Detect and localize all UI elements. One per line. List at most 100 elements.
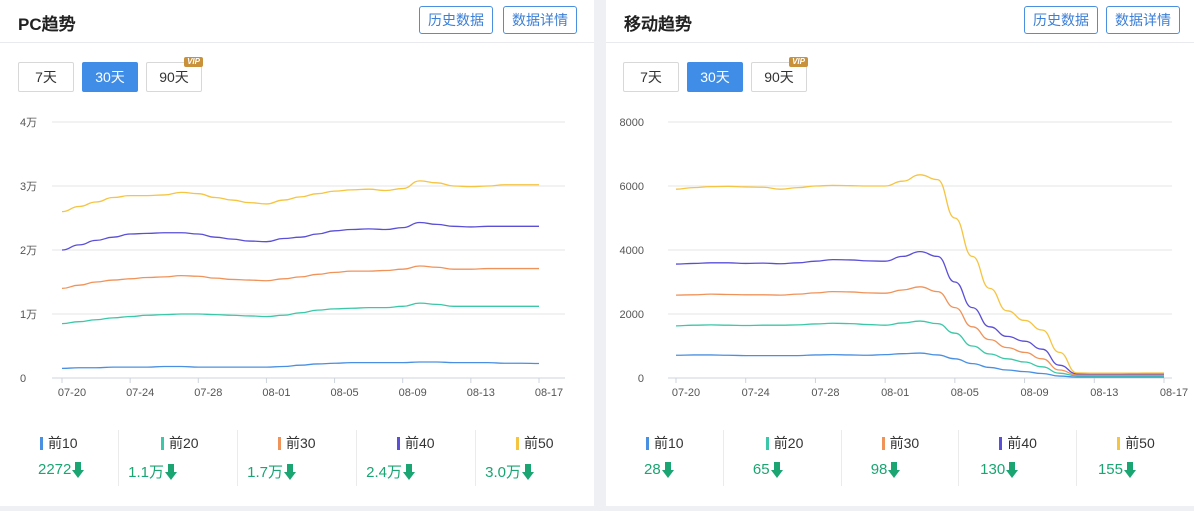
stat-label: 前10	[646, 433, 684, 453]
stat-value-text: 1.1万	[128, 464, 164, 481]
vip-badge: VIP	[789, 57, 808, 67]
stat-column: 前50 155	[1077, 430, 1194, 486]
stat-column: 前10 2272	[0, 430, 119, 486]
series-line-前50	[61, 180, 539, 213]
series-color-marker	[765, 436, 769, 450]
arrow-down-icon	[1123, 461, 1136, 478]
stat-label-text: 前10	[48, 435, 78, 451]
x-tick-label: 08-05	[331, 387, 359, 399]
range-30-days[interactable]: 30天	[687, 62, 743, 92]
x-tick-label: 08-05	[951, 387, 979, 399]
stat-label: 前30	[278, 433, 316, 453]
x-tick-label: 08-01	[881, 387, 909, 399]
stat-value-text: 1.7万	[247, 464, 283, 481]
series-color-marker	[881, 436, 885, 450]
arrow-down-icon	[72, 461, 85, 478]
vip-badge: VIP	[184, 57, 203, 67]
x-tick-label: 07-24	[742, 387, 770, 399]
data-detail-button[interactable]: 数据详情	[1106, 6, 1180, 34]
stat-label-text: 前50	[524, 435, 554, 451]
panel-header: 移动趋势 历史数据 数据详情	[606, 0, 1194, 43]
stat-value-text: 2272	[38, 461, 72, 478]
mobile-stats-row: 前10 28 前20 65 前30 98 前40 130 前50 155	[606, 430, 1194, 486]
x-tick-label: 08-17	[1160, 387, 1188, 399]
x-tick-label: 07-28	[194, 387, 222, 399]
x-tick-label: 07-20	[672, 387, 700, 399]
series-color-marker	[278, 436, 281, 450]
x-tick-label: 07-24	[126, 387, 154, 399]
stat-label: 前40	[397, 433, 435, 453]
series-color-marker	[397, 436, 400, 450]
stat-value-text: 2.4万	[366, 464, 402, 481]
history-data-button[interactable]: 历史数据	[1024, 6, 1098, 34]
stat-value: 65	[753, 461, 783, 478]
x-tick-label: 08-09	[399, 387, 427, 399]
range-30-days[interactable]: 30天	[82, 62, 138, 92]
stat-label-text: 前40	[405, 435, 435, 451]
pc-stats-row: 前10 2272 前20 1.1万 前30 1.7万 前40 2.4万 前50 3.0万	[0, 430, 594, 486]
data-detail-button[interactable]: 数据详情	[503, 6, 577, 34]
series-color-marker	[516, 436, 519, 450]
series-line-前10	[675, 352, 1164, 378]
stat-value: 2.4万	[366, 461, 415, 482]
stat-label-text: 前30	[889, 435, 920, 451]
y-tick-label: 1万	[20, 309, 37, 321]
stat-column: 前50 3.0万	[476, 430, 594, 486]
arrow-down-icon	[1006, 461, 1019, 478]
stat-value-text: 130	[980, 461, 1006, 478]
stat-value: 3.0万	[485, 461, 534, 482]
y-tick-label: 0	[20, 373, 26, 385]
arrow-down-icon	[888, 461, 901, 478]
y-tick-label: 2000	[620, 309, 644, 321]
stat-column: 前30 1.7万	[238, 430, 357, 486]
pc-trend-panel: PC趋势 历史数据 数据详情 7天 30天 90天 VIP 0 1万 2万 3万 4万 07…	[0, 0, 594, 506]
stat-label-text: 前30	[286, 435, 316, 451]
range-90-days[interactable]: 90天 VIP	[146, 57, 203, 92]
series-color-marker	[1117, 436, 1121, 450]
series-line-前30	[675, 286, 1164, 376]
stat-label: 前30	[881, 433, 920, 453]
y-tick-label: 6000	[620, 181, 644, 193]
stat-column: 前30 98	[842, 430, 960, 486]
y-tick-label: 4万	[20, 117, 37, 129]
y-tick-label: 2万	[20, 245, 37, 257]
stat-column: 前40 130	[959, 430, 1078, 486]
y-tick-label: 8000	[620, 117, 644, 129]
panel-title: PC趋势	[18, 15, 76, 34]
stat-value: 2272	[38, 461, 85, 478]
arrow-down-icon	[284, 463, 296, 480]
series-line-前10	[61, 361, 540, 370]
y-tick-label: 4000	[620, 245, 644, 257]
range-label: 90天	[159, 69, 189, 85]
y-tick-label: 0	[638, 373, 644, 385]
x-tick-label: 08-09	[1021, 387, 1049, 399]
stat-label: 前20	[161, 433, 199, 453]
stat-value-text: 3.0万	[485, 464, 521, 481]
series-line-前30	[61, 265, 539, 290]
stat-column: 前40 2.4万	[357, 430, 476, 486]
stat-value: 130	[980, 461, 1019, 478]
stat-label: 前20	[765, 433, 803, 453]
x-tick-label: 08-13	[1090, 387, 1118, 399]
history-data-button[interactable]: 历史数据	[419, 6, 493, 34]
arrow-down-icon	[770, 461, 783, 478]
stat-label-text: 前50	[1125, 435, 1155, 451]
range-90-days[interactable]: 90天 VIP	[751, 57, 808, 92]
series-color-marker	[999, 436, 1003, 450]
stat-value-text: 98	[870, 461, 888, 478]
range-7-days[interactable]: 7天	[623, 62, 679, 92]
x-tick-label: 08-01	[262, 387, 290, 399]
stat-label: 前40	[999, 433, 1037, 453]
stat-value: 1.1万	[128, 461, 177, 482]
x-tick-label: 07-20	[58, 387, 86, 399]
series-line-前50	[675, 174, 1164, 374]
series-color-marker	[40, 436, 43, 450]
stat-value: 28	[644, 461, 674, 478]
arrow-down-icon	[165, 463, 177, 480]
stat-value: 1.7万	[247, 461, 296, 482]
arrow-down-icon	[522, 463, 534, 480]
range-7-days[interactable]: 7天	[18, 62, 74, 92]
pc-trend-chart: 0 1万 2万 3万 4万 07-20 07-24 07-28 08-01 08-05 08-09 0…	[20, 117, 565, 399]
stat-column: 前20 1.1万	[119, 430, 238, 486]
series-color-marker	[161, 436, 164, 450]
